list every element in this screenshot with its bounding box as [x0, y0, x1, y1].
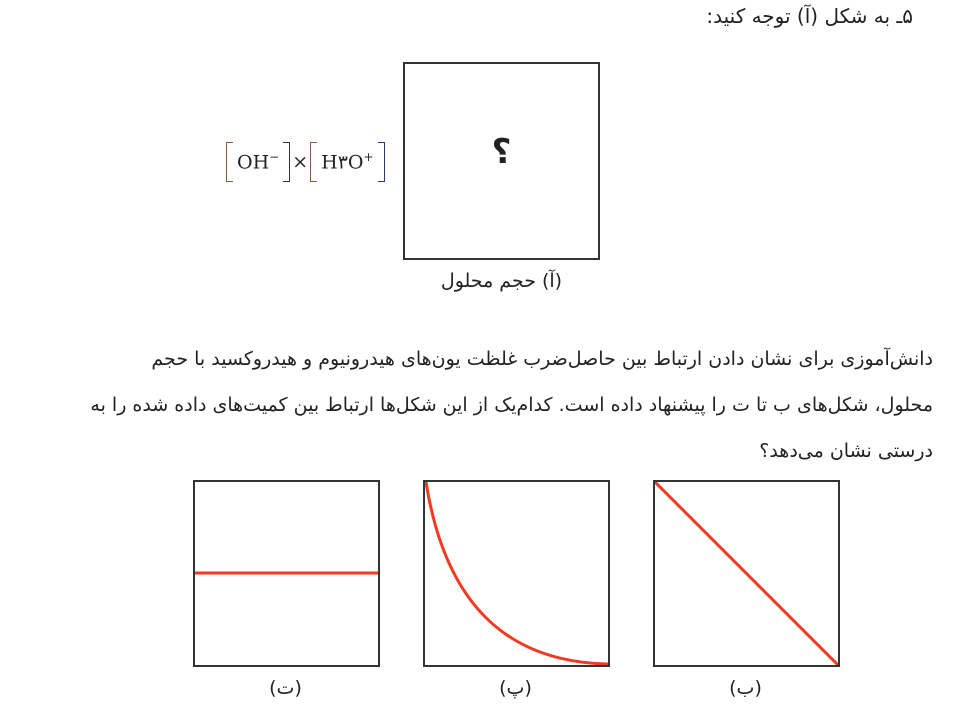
paragraph-line: درستی نشان می‌دهد؟: [759, 440, 933, 462]
oh-ion: OH−: [233, 150, 283, 173]
option-b-box: [653, 480, 840, 667]
h3o-ion: H۳O+: [317, 150, 377, 173]
oh-charge: −: [269, 150, 280, 165]
decreasing-curve: [425, 482, 608, 665]
bracket-close: [377, 142, 385, 182]
bracket-open: [226, 142, 233, 182]
oh-text: OH: [237, 151, 270, 174]
option-t-graph: [195, 571, 378, 575]
figure-a-caption: (آ) حجم محلول: [440, 270, 563, 292]
h3o-charge: +: [363, 150, 374, 165]
h3o-text: H۳O: [321, 151, 364, 174]
option-t-box: [193, 480, 380, 667]
paragraph-line: محلول، شکل‌های ب تا ت را پیشنهاد داده اس…: [90, 394, 933, 416]
paragraph-line: دانش‌آموزی برای نشان دادن ارتباط بین حاص…: [151, 348, 933, 370]
bracket-open: [310, 142, 318, 182]
option-t-caption: (ت): [269, 677, 302, 699]
question-title: ۵ـ به شکل (آ) توجه کنید:: [706, 4, 913, 28]
formula-label: OH− × H۳O+: [226, 142, 385, 182]
times-sign: ×: [292, 151, 309, 173]
question-paragraph: دانش‌آموزی برای نشان دادن ارتباط بین حاص…: [18, 336, 933, 474]
bracket-close: [283, 142, 291, 182]
diagonal-line: [655, 482, 838, 665]
question-mark: ؟: [491, 132, 512, 172]
option-b-graph: [655, 482, 838, 665]
figure-a-box: ؟: [403, 62, 600, 260]
option-b-caption: (ب): [729, 677, 762, 699]
option-p-caption: (پ): [499, 677, 532, 699]
option-p-graph: [425, 482, 608, 665]
option-p-box: [423, 480, 610, 667]
